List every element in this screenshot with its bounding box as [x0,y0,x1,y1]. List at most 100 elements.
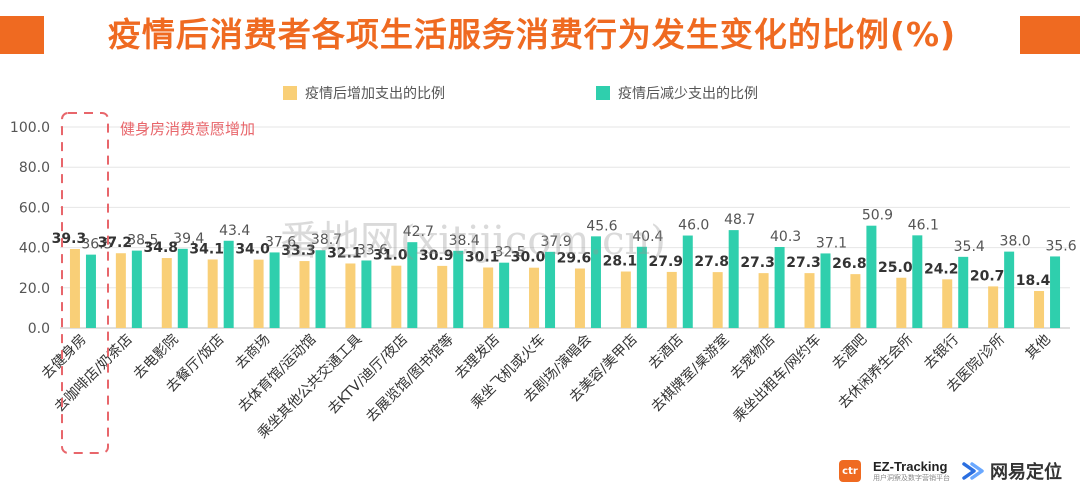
y-tick-label: 0.0 [28,321,50,337]
bar-decrease [912,235,923,328]
data-label-increase: 29.6 [557,251,592,267]
x-tick-label: 去KTV/迪厅/夜店 [325,332,411,418]
bar-increase [896,277,907,328]
bar-increase [988,286,999,328]
footer: ctr EZ-Tracking 用户洞察及数字营销平台 网易定位 [839,458,1062,484]
bar-increase [391,265,402,328]
partner-arrow-icon [962,462,984,480]
bar-increase [437,265,448,328]
data-label-increase: 24.2 [924,261,959,277]
data-label-increase: 31.0 [373,248,408,264]
ez-tracking-subtitle: 用户洞察及数字营销平台 [873,474,950,482]
data-label-decrease: 37.9 [540,234,571,250]
legend-label-decrease: 疫情后减少支出的比例 [618,86,758,102]
bar-decrease [866,225,877,328]
y-tick-label: 100.0 [10,120,50,136]
data-label-decrease: 37.6 [265,234,296,250]
bar-increase [666,271,677,328]
data-label-decrease: 46.0 [678,218,709,234]
legend-swatch-increase [283,86,297,100]
data-label-increase: 32.1 [327,245,362,261]
bar-decrease [499,262,510,328]
bar-increase [758,273,769,328]
x-tick-label: 去棋牌室/桌游室 [648,331,733,416]
bar-decrease [1004,251,1015,328]
data-label-decrease: 46.1 [908,217,939,233]
bar-increase [69,249,80,328]
bar-increase [529,267,540,328]
data-label-decrease: 38.5 [127,233,158,249]
data-label-increase: 27.3 [786,255,821,271]
bar-increase [712,272,723,328]
data-label-increase: 25.0 [878,260,913,276]
partner-name: 网易定位 [990,462,1062,483]
data-label-increase: 26.8 [832,256,867,272]
data-label-decrease: 50.9 [862,208,893,224]
x-tick-label: 去展览馆/图书馆等 [363,331,458,426]
bar-decrease [453,250,464,328]
data-label-decrease: 39.4 [173,231,204,247]
data-label-decrease: 38.0 [1000,234,1031,250]
bar-decrease [682,235,693,328]
x-tick-label: 去酒店 [646,332,687,373]
bar-increase [850,274,861,328]
bar-increase [299,261,310,328]
data-label-decrease: 35.4 [954,239,985,255]
bar-increase [207,259,218,328]
data-label-decrease: 33.6 [357,242,388,258]
y-tick-label: 40.0 [19,241,50,257]
bar-decrease [407,242,418,328]
annotation-label: 健身房消费意愿增加 [120,120,255,138]
data-label-decrease: 36.5 [81,237,112,253]
x-tick-label: 去酒吧 [829,332,870,373]
data-label-decrease: 40.4 [632,229,663,245]
bar-increase [1034,291,1045,328]
bar-increase [620,271,631,328]
ez-tracking-logo: EZ-Tracking 用户洞察及数字营销平台 [873,460,950,482]
legend-item-increase: 疫情后增加支出的比例 [283,83,445,103]
bar-increase [574,268,585,328]
data-label-increase: 39.3 [52,231,87,247]
chart-title: 疫情后消费者各项生活服务消费行为发生变化的比例(%) [107,15,957,54]
title-accent-left [0,16,44,54]
data-label-decrease: 42.7 [403,224,434,240]
bar-decrease [545,251,556,328]
bar-decrease [361,260,372,328]
data-label-increase: 34.1 [189,241,224,257]
bar-increase [483,267,494,328]
bar-decrease [590,236,601,328]
data-label-increase: 27.8 [694,254,729,270]
y-tick-label: 60.0 [19,200,50,216]
legend-swatch-decrease [596,86,610,100]
data-label-decrease: 38.7 [311,232,342,248]
legend: 疫情后增加支出的比例 疫情后减少支出的比例 [0,83,1080,103]
data-label-increase: 33.3 [281,243,316,259]
data-label-increase: 37.2 [98,235,133,251]
bar-decrease [223,240,234,328]
bar-increase [115,253,126,328]
data-label-increase: 28.1 [603,254,638,270]
bar-increase [253,259,264,328]
data-label-increase: 30.0 [511,250,546,266]
data-label-decrease: 38.4 [449,233,480,249]
x-tick-label: 其他 [1023,332,1054,363]
title-accent-right [1020,16,1080,54]
data-label-increase: 27.9 [648,254,683,270]
data-label-increase: 30.9 [419,248,454,264]
y-tick-label: 20.0 [19,281,50,297]
bar-decrease [958,256,969,328]
partner-logo: 网易定位 [962,458,1062,484]
data-label-decrease: 48.7 [724,212,755,228]
ctr-logo-icon: ctr [839,460,861,482]
data-label-increase: 34.0 [235,242,270,258]
bar-decrease [820,253,831,328]
data-label-increase: 18.4 [1016,273,1051,289]
bar-increase [161,258,172,328]
bar-increase [942,279,953,328]
x-tick-label: 去咖啡店/奶茶店 [52,332,136,416]
x-tick-label: 去体育馆/运动馆 [235,332,319,416]
ez-tracking-brand: EZ-Tracking [873,459,948,474]
bar-decrease [315,250,326,328]
